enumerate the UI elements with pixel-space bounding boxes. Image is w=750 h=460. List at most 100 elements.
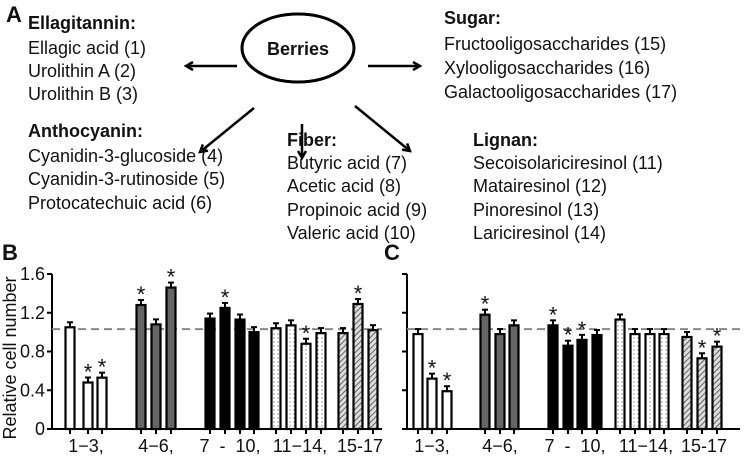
bar-5 [150, 323, 162, 431]
bar-4 [479, 313, 491, 431]
significance-asterisk: * [221, 285, 230, 310]
bar-14 [658, 332, 670, 431]
bar-1 [64, 326, 76, 431]
bar-1 [412, 332, 424, 431]
significance-asterisk: * [84, 360, 93, 385]
berries-ellipse [240, 12, 356, 84]
significance-asterisk: * [167, 265, 176, 290]
panel-label-b: B [2, 240, 18, 265]
compound-item: Valeric acid (10) [287, 223, 416, 243]
bar-12 [629, 332, 641, 431]
bar-13 [644, 332, 656, 431]
y-tick-label: 0.8 [20, 342, 45, 362]
significance-asterisk: * [481, 292, 490, 317]
y-tick-label: 0 [35, 419, 45, 439]
group-title: Fiber: [287, 130, 337, 150]
bar-6 [165, 286, 177, 431]
chart-c: *** ** ** *1−3, 4−6, 7 - 10, 11−14, 15-17 [402, 273, 740, 456]
bar-5 [494, 332, 506, 431]
compound-item: Xylooligosaccharides (16) [444, 58, 650, 78]
group-anthocyanin: Anthocyanin: Cyanidin-3-glucoside (4) Cy… [28, 121, 225, 213]
bar-2 [82, 381, 94, 431]
significance-asterisk: * [302, 321, 311, 346]
x-group-label: 4−6, [138, 436, 174, 456]
significance-asterisk: * [698, 335, 707, 360]
bar-6 [508, 324, 520, 431]
compound-item: Ellagic acid (1) [28, 38, 146, 58]
x-group-label: 7 - 10, [199, 436, 260, 456]
significance-asterisk: * [713, 324, 722, 349]
significance-asterisk: * [354, 281, 363, 306]
compound-item: Urolithin A (2) [28, 61, 136, 81]
x-group-label: 11−14, [273, 436, 327, 456]
compound-item: Cyanidin-3-rutinoside (5) [28, 169, 225, 189]
compound-item: Urolithin B (3) [28, 84, 138, 104]
compound-item: Protocatechuic acid (6) [28, 193, 212, 213]
bar-3 [96, 376, 108, 431]
y-tick-label: 0.4 [20, 380, 45, 400]
x-group-label: 15-17 [337, 436, 383, 456]
x-group-label: 11−14, [619, 436, 673, 456]
bar-7 [547, 324, 559, 431]
bar-10 [591, 333, 603, 431]
compound-item: Lariciresinol (14) [473, 223, 606, 243]
group-fiber: Fiber: Butyric acid (7) Acetic acid (8) … [287, 130, 427, 243]
significance-asterisk: * [428, 356, 437, 381]
y-axis-label: Relative cell number [0, 276, 20, 439]
bar-9 [576, 338, 588, 431]
group-title: Lignan: [473, 130, 538, 150]
group-ellagitannin: Ellagitannin: Ellagic acid (1) Urolithin… [28, 13, 146, 104]
significance-asterisk: * [137, 282, 146, 307]
arrow-down-left-icon [200, 107, 255, 152]
chart-b: 00.40.81.21.6* ******1−3, 4−6, 7 - 10, 11−14… [20, 264, 383, 456]
y-tick-label: 1.6 [20, 264, 45, 284]
bar-2 [426, 377, 438, 431]
compound-item: Acetic acid (8) [287, 176, 401, 196]
x-group-label: 7 - 10, [544, 436, 605, 456]
arrow-down-right-icon [354, 105, 410, 151]
compound-item: Galactooligosaccharides (17) [444, 82, 677, 102]
bar-16 [696, 357, 708, 431]
bar-17 [367, 329, 379, 431]
bar-3 [441, 390, 453, 431]
group-title: Ellagitannin: [28, 13, 136, 33]
bar-8 [219, 306, 231, 431]
panel-label-a: A [6, 2, 22, 27]
x-group-label: 4−6, [482, 436, 518, 456]
bar-13 [300, 342, 312, 431]
bar-15 [337, 331, 349, 431]
compound-item: Cyanidin-3-glucoside (4) [28, 146, 223, 166]
x-group-label: 1−3, [414, 436, 450, 456]
compound-item: Propinoic acid (9) [287, 200, 427, 220]
bar-15 [681, 335, 693, 431]
berries-label: Berries [267, 39, 329, 59]
significance-asterisk: * [578, 317, 587, 342]
compound-item: Matairesinol (12) [473, 176, 607, 196]
panel-label-c: C [384, 240, 400, 265]
group-title: Sugar: [444, 8, 501, 28]
bar-4 [135, 303, 147, 431]
compound-item: Fructooligosaccharides (15) [444, 34, 666, 54]
group-sugar: Sugar: Fructooligosaccharides (15) Xyloo… [444, 8, 677, 102]
significance-asterisk: * [98, 355, 107, 380]
bar-11 [614, 318, 626, 431]
significance-asterisk: * [564, 323, 573, 348]
significance-asterisk: * [443, 368, 452, 393]
bar-8 [562, 344, 574, 431]
group-title: Anthocyanin: [28, 121, 143, 141]
arrows [186, 66, 420, 158]
bar-11 [270, 327, 282, 431]
x-group-label: 15-17 [681, 436, 727, 456]
group-lignan: Lignan: Secoisolariciresinol (11) Matair… [473, 130, 663, 243]
bar-17 [711, 345, 723, 431]
bar-16 [352, 302, 364, 431]
x-group-label: 1−3, [68, 436, 104, 456]
y-tick-label: 1.2 [20, 303, 45, 323]
significance-asterisk: * [549, 302, 558, 327]
bar-9 [234, 318, 246, 431]
bar-14 [315, 331, 327, 431]
compound-item: Pinoresinol (13) [473, 200, 599, 220]
compound-item: Secoisolariciresinol (11) [473, 153, 663, 173]
